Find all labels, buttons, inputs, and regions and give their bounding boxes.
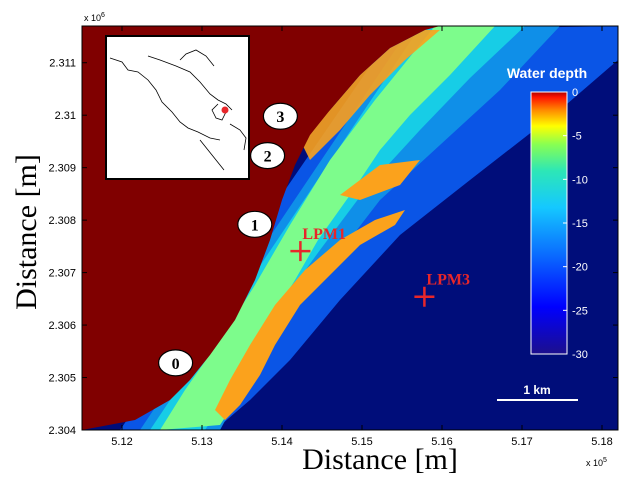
y-tick-label: 2.304 bbox=[48, 425, 76, 437]
axes-frame bbox=[81, 25, 619, 431]
x-tick-label: 5.16 bbox=[431, 436, 452, 448]
colorbar-tick-label: 0 bbox=[572, 87, 578, 99]
colorbar-tick-label: -20 bbox=[572, 262, 588, 274]
colorbar-tick-label: -10 bbox=[572, 174, 588, 186]
y-tick-label: 2.309 bbox=[48, 163, 76, 175]
station-label: LPM3 bbox=[426, 272, 470, 289]
station-label: LPM1 bbox=[302, 226, 346, 243]
site-marker-3 bbox=[262, 102, 298, 130]
x-tick-label: 5.13 bbox=[191, 436, 212, 448]
inset-frame bbox=[105, 35, 250, 180]
colorbar: Water depth 0 -5 -10 -15 -20 -25 -30 bbox=[507, 65, 588, 361]
site-marker-0 bbox=[158, 349, 194, 377]
reef-patch bbox=[340, 160, 420, 200]
colorbar-tick-label: -5 bbox=[572, 131, 582, 143]
reef-flat-north bbox=[300, 30, 440, 160]
x-tick-label: 5.17 bbox=[511, 436, 532, 448]
y-tick-label: 2.311 bbox=[49, 58, 76, 70]
colorbar-gradient bbox=[530, 91, 568, 355]
y-tick-label: 2.307 bbox=[48, 268, 76, 280]
colorbar-title: Water depth bbox=[507, 65, 587, 81]
colorbar-ticks: 0 -5 -10 -15 -20 -25 -30 bbox=[563, 87, 588, 361]
inset-coastline bbox=[109, 49, 247, 171]
station-markers: LPM1 LPM3 bbox=[290, 226, 470, 307]
site-marker-label: 0 bbox=[172, 356, 180, 373]
x-axis-ticks: 5.12 5.13 5.14 5.15 5.16 5.17 5.18 bbox=[111, 26, 613, 448]
site-marker-label: 2 bbox=[264, 149, 272, 166]
x-tick-label: 5.14 bbox=[271, 436, 292, 448]
site-marker-label: 1 bbox=[251, 217, 259, 234]
y-exponent-label: x 106 bbox=[84, 12, 105, 23]
y-axis-label: Distance [m] bbox=[10, 154, 43, 310]
x-exponent-label: x 105 bbox=[586, 457, 607, 468]
bathymetry-map bbox=[82, 26, 618, 430]
x-axis-label: Distance [m] bbox=[302, 443, 458, 476]
y-tick-label: 2.305 bbox=[48, 373, 76, 385]
inset-location-marker bbox=[221, 106, 229, 114]
site-marker-label: 3 bbox=[276, 109, 284, 126]
y-tick-label: 2.31 bbox=[55, 110, 76, 122]
x-tick-label: 5.12 bbox=[111, 436, 132, 448]
colorbar-tick-label: -30 bbox=[572, 349, 588, 361]
y-tick-label: 2.308 bbox=[48, 215, 76, 227]
colorbar-tick-label: -15 bbox=[572, 218, 588, 230]
colorbar-tick-label: -25 bbox=[572, 305, 588, 317]
x-tick-label: 5.18 bbox=[591, 436, 612, 448]
scale-bar-label: 1 km bbox=[523, 383, 550, 397]
scale-bar: 1 km bbox=[497, 383, 578, 401]
site-marker-1 bbox=[237, 210, 273, 238]
reef-crest bbox=[215, 210, 405, 420]
site-markers: 0 1 2 3 bbox=[158, 102, 298, 377]
y-tick-label: 2.306 bbox=[48, 320, 76, 332]
site-marker-2 bbox=[250, 141, 286, 170]
x-tick-label: 5.15 bbox=[351, 436, 372, 448]
y-axis-ticks: 2.304 2.305 2.306 2.307 2.308 2.309 2.31 2.311 bbox=[48, 58, 618, 437]
inset-map bbox=[105, 35, 250, 180]
shallow-lagoon bbox=[160, 26, 495, 430]
